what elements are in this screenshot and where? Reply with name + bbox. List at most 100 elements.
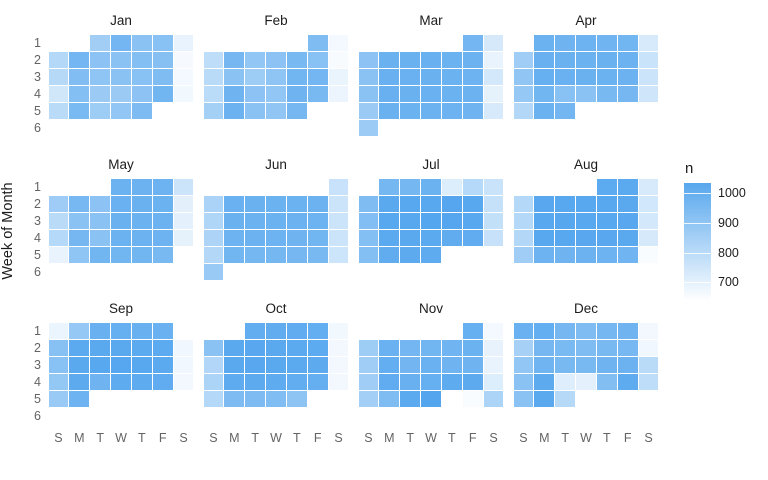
- heatmap-cell: [379, 196, 400, 212]
- x-tick-label: T: [448, 431, 456, 445]
- heatmap-cell: [224, 374, 245, 390]
- heatmap-cell: [286, 340, 307, 356]
- heatmap-cell: [224, 196, 245, 212]
- heatmap-cell: [152, 196, 173, 212]
- facet-title-feb: Feb: [264, 12, 288, 28]
- heatmap-cell: [421, 69, 441, 85]
- heatmap-cell: [576, 213, 596, 229]
- heatmap-cell: [90, 103, 111, 119]
- heatmap-cell: [131, 103, 152, 119]
- x-tick-label: W: [270, 431, 282, 445]
- heatmap-cell: [90, 213, 111, 229]
- heatmap-cell: [48, 86, 69, 102]
- heatmap-cell: [203, 340, 224, 356]
- x-tick-label: F: [158, 431, 167, 445]
- heatmap-cell: [203, 391, 224, 407]
- heatmap-cell: [69, 213, 90, 229]
- heatmap-cell: [379, 213, 400, 229]
- heatmap-cell: [534, 86, 555, 102]
- heatmap-cell: [111, 103, 131, 119]
- heatmap-cell: [596, 323, 617, 339]
- heatmap-cell: [638, 52, 659, 68]
- heatmap-cell: [555, 247, 576, 263]
- heatmap-cell: [111, 213, 131, 229]
- heatmap-cell: [534, 340, 555, 356]
- heatmap-cell: [131, 357, 152, 373]
- heatmap-cell: [245, 69, 266, 85]
- heatmap-cell: [48, 52, 69, 68]
- x-tick-label: S: [334, 431, 343, 445]
- heatmap-cell: [245, 323, 266, 339]
- heatmap-cell: [483, 391, 504, 407]
- heatmap-cell: [90, 86, 111, 102]
- heatmap-cell: [483, 179, 504, 195]
- heatmap-cell: [286, 103, 307, 119]
- heatmap-cell: [328, 86, 349, 102]
- heatmap-cell: [462, 86, 483, 102]
- x-tick-label: F: [468, 431, 477, 445]
- heatmap-cell: [328, 213, 349, 229]
- heatmap-cell: [286, 374, 307, 390]
- heatmap-cell: [462, 196, 483, 212]
- heatmap-cell: [400, 196, 421, 212]
- y-tick-label: 3: [34, 357, 41, 372]
- heatmap-cell: [307, 323, 328, 339]
- heatmap-cell: [173, 357, 194, 373]
- y-tick-label: 6: [34, 264, 41, 279]
- heatmap-cell: [286, 196, 307, 212]
- facet-title-apr: Apr: [575, 12, 597, 28]
- heatmap-cell: [152, 69, 173, 85]
- facet-title-may: May: [108, 156, 134, 172]
- heatmap-cell: [173, 35, 194, 51]
- heatmap-cell: [421, 230, 441, 246]
- heatmap-cell: [266, 103, 286, 119]
- heatmap-cell: [48, 340, 69, 356]
- heatmap-cell: [534, 52, 555, 68]
- heatmap-cell: [286, 86, 307, 102]
- y-tick-label: 4: [34, 374, 41, 389]
- heatmap-cell: [513, 391, 534, 407]
- x-tick-label: M: [229, 431, 240, 445]
- heatmap-cell: [111, 35, 131, 51]
- legend-gradient-bar: [684, 183, 711, 300]
- heatmap-cell: [173, 230, 194, 246]
- y-tick-label: 3: [34, 69, 41, 84]
- heatmap-cell: [224, 357, 245, 373]
- heatmap-cell: [307, 86, 328, 102]
- heatmap-cell: [152, 340, 173, 356]
- heatmap-cell: [555, 69, 576, 85]
- heatmap-cell: [131, 86, 152, 102]
- y-tick-label: 2: [34, 196, 41, 211]
- heatmap-cell: [638, 340, 659, 356]
- x-tick-label: S: [209, 431, 218, 445]
- x-tick-label: T: [603, 431, 611, 445]
- heatmap-cell: [462, 69, 483, 85]
- heatmap-cell: [358, 340, 379, 356]
- heatmap-cell: [203, 69, 224, 85]
- heatmap-cell: [534, 69, 555, 85]
- heatmap-cell: [576, 357, 596, 373]
- x-tick-label: M: [539, 431, 550, 445]
- heatmap-cell: [90, 230, 111, 246]
- heatmap-cell: [513, 196, 534, 212]
- heatmap-cell: [152, 86, 173, 102]
- heatmap-cell: [638, 69, 659, 85]
- heatmap-cell: [483, 103, 504, 119]
- heatmap-cell: [48, 391, 69, 407]
- heatmap-cell: [266, 357, 286, 373]
- heatmap-cell: [224, 103, 245, 119]
- legend-tick-label: 700: [718, 275, 739, 290]
- facet-title-oct: Oct: [265, 300, 287, 316]
- legend-tick-label: 1000: [718, 186, 746, 201]
- heatmap-cell: [203, 103, 224, 119]
- heatmap-cell: [328, 374, 349, 390]
- x-tick-label: M: [384, 431, 395, 445]
- heatmap-cell: [224, 247, 245, 263]
- heatmap-cell: [555, 357, 576, 373]
- x-tick-label: F: [623, 431, 632, 445]
- heatmap-cell: [534, 103, 555, 119]
- heatmap-cell: [483, 69, 504, 85]
- heatmap-cell: [379, 391, 400, 407]
- heatmap-cell: [534, 374, 555, 390]
- heatmap-cell: [90, 357, 111, 373]
